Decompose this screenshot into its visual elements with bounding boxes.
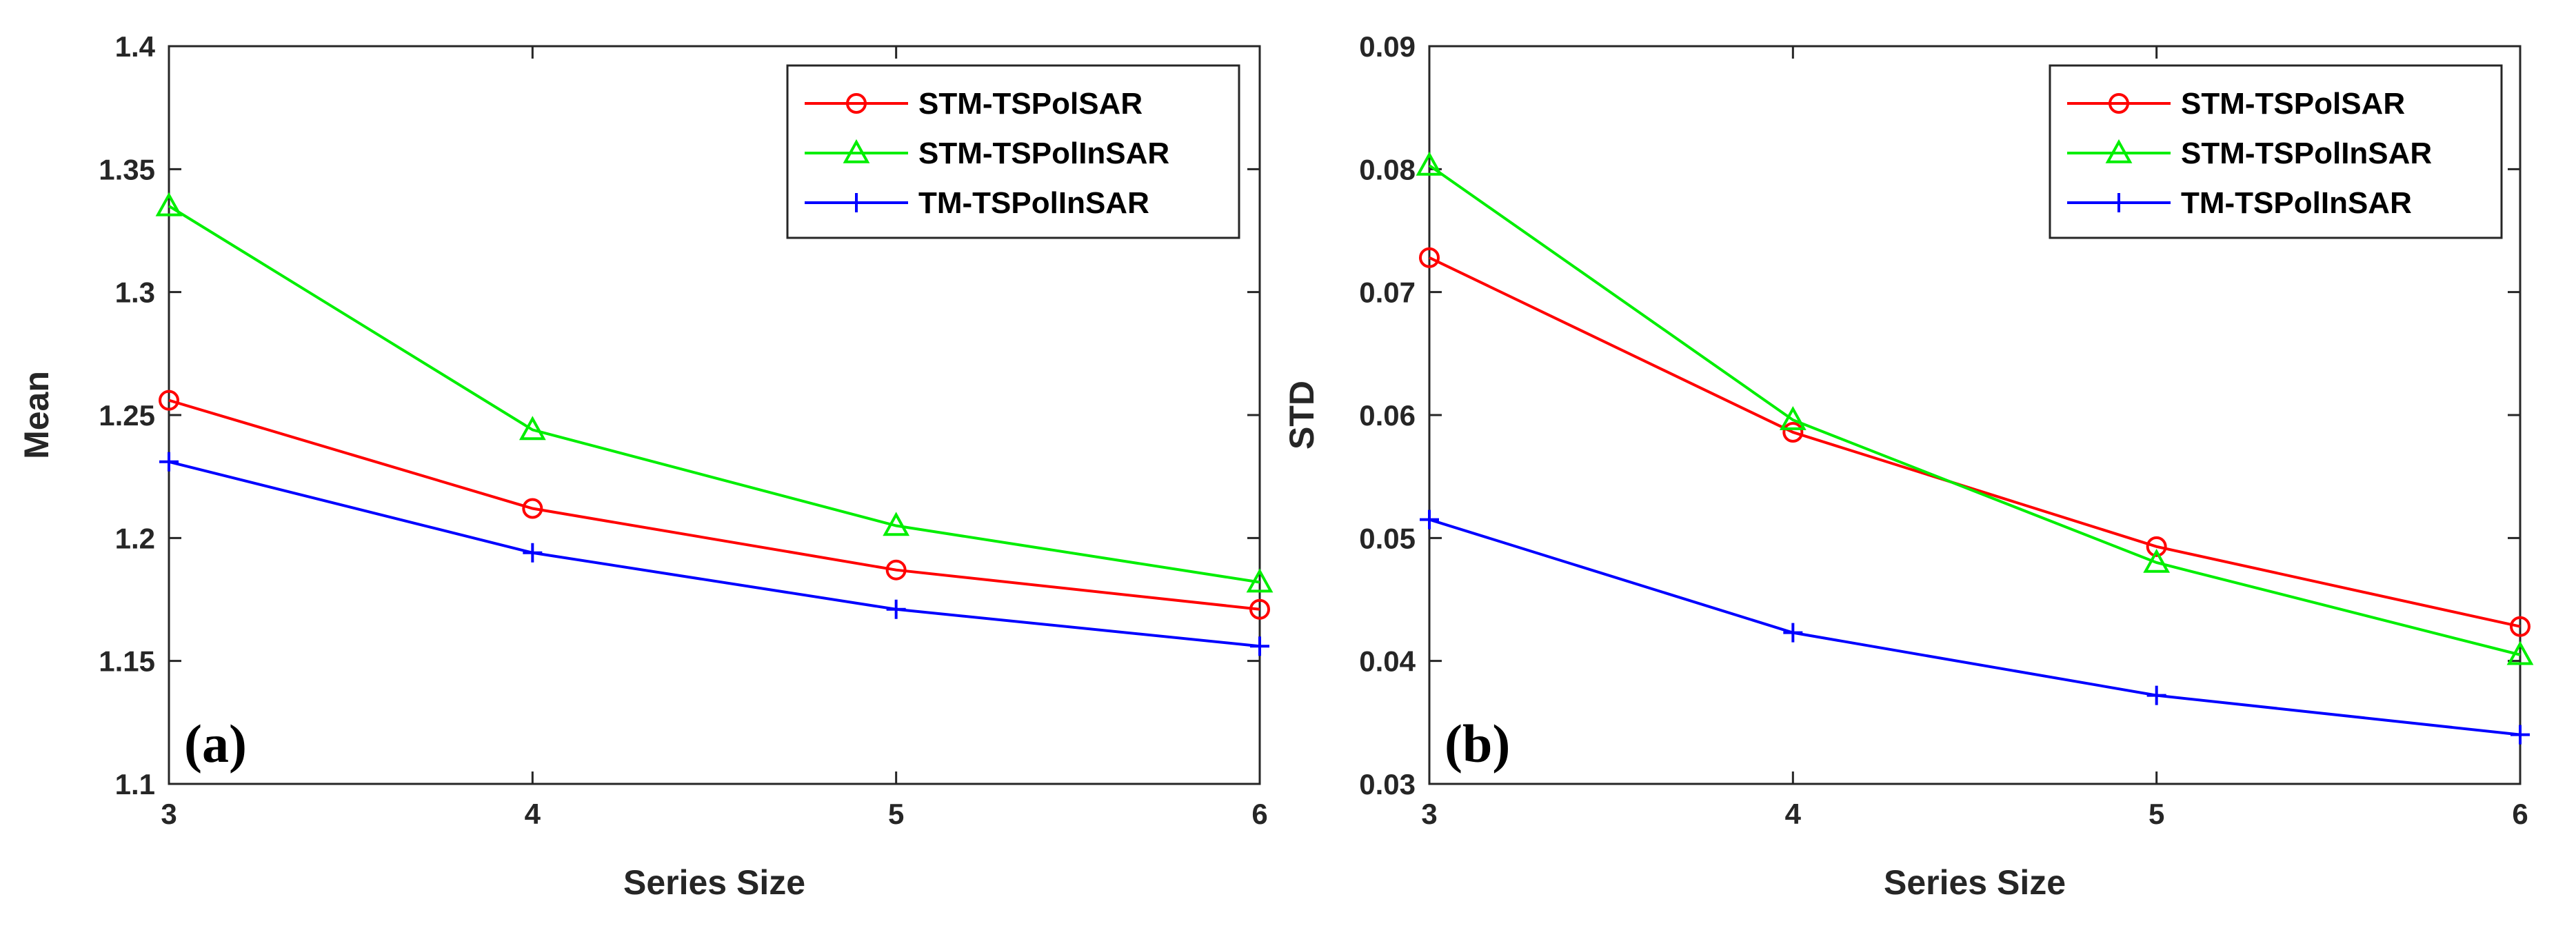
data-point [155, 192, 183, 216]
data-point [1779, 406, 1807, 430]
data-point [522, 498, 543, 519]
legend-label: STM-TSPolSAR [918, 87, 1143, 121]
legend-item: STM-TSPolInSAR [2067, 137, 2432, 170]
y-tick-label: 0.07 [1359, 276, 1416, 309]
legend-marker [847, 193, 866, 212]
y-tick-label: 0.09 [1359, 30, 1416, 63]
data-point [1782, 421, 1804, 443]
legend-label: TM-TSPolInSAR [918, 186, 1149, 220]
panel-label: (a) [184, 714, 247, 774]
legend-item: TM-TSPolInSAR [2067, 186, 2412, 220]
legend-item: STM-TSPolSAR [2067, 87, 2405, 121]
data-point [2510, 725, 2530, 745]
legend: STM-TSPolSAR STM-TSPolInSAR TM-TSPolInSAR [786, 64, 1240, 239]
x-tick-label: 4 [1785, 798, 1802, 830]
x-tick-label: 3 [1421, 798, 1437, 830]
data-point [1783, 623, 1803, 643]
data-point [2146, 536, 2167, 557]
y-tick-label: 1.25 [99, 399, 155, 432]
x-tick-label: 6 [2512, 798, 2528, 830]
data-point [886, 599, 906, 619]
data-point [1420, 510, 1439, 529]
legend-item: TM-TSPolInSAR [805, 186, 1149, 220]
y-tick-label: 0.04 [1359, 645, 1416, 678]
series-line [1429, 256, 2521, 628]
legend-label: STM-TSPolInSAR [918, 137, 1169, 170]
y-tick-label: 1.35 [99, 153, 155, 185]
data-point [1250, 636, 1269, 656]
series-line [168, 205, 1260, 584]
y-tick-label: 0.05 [1359, 522, 1416, 554]
data-point [519, 416, 546, 441]
x-axis-title: Series Size [623, 863, 805, 902]
data-point [159, 390, 179, 411]
chart-panel-b: 3 4 5 6 0.03 0.04 0.05 0.06 0.07 0.08 0.09 Series S… [1282, 30, 2534, 902]
data-point [1246, 568, 1274, 593]
legend-marker [2109, 93, 2129, 114]
series-stm-tspolinsar [1416, 151, 2534, 665]
x-tick-label: 4 [525, 798, 541, 830]
data-point [2143, 548, 2171, 573]
y-tick-label: 0.03 [1359, 768, 1416, 800]
data-point [159, 452, 179, 472]
y-tick-label: 0.08 [1359, 153, 1416, 185]
series-tm-tspolinsar [1420, 510, 2530, 745]
series-stm-tspolsar [1419, 247, 2530, 637]
data-point [1249, 598, 1270, 620]
legend-marker [843, 139, 870, 163]
series-line [168, 399, 1260, 611]
y-tick-label: 0.06 [1359, 399, 1416, 432]
legend-label: STM-TSPolInSAR [2181, 137, 2432, 170]
legend-label: TM-TSPolInSAR [2181, 186, 2412, 220]
panel-label: (b) [1445, 714, 1510, 774]
x-tick-label: 6 [1251, 798, 1267, 830]
data-point [885, 559, 907, 581]
series-line [1428, 164, 2521, 656]
data-point [2146, 685, 2166, 705]
legend-marker [846, 93, 867, 114]
x-tick-label: 5 [2149, 798, 2164, 830]
y-tick-label: 1.2 [115, 522, 155, 554]
data-point [523, 543, 543, 563]
legend-item: STM-TSPolInSAR [805, 137, 1169, 170]
chart-panel-a: 3 4 5 6 1.1 1.15 1.2 1.25 1.3 1.35 1.4 Series Size M… [17, 30, 1274, 902]
series-stm-tspolsar [159, 390, 1270, 620]
legend-item: STM-TSPolSAR [805, 87, 1143, 121]
y-tick-label: 1.1 [115, 768, 155, 800]
data-point [1419, 247, 1440, 268]
series-line [168, 460, 1260, 648]
legend: STM-TSPolSAR STM-TSPolInSAR TM-TSPolInSAR [2049, 64, 2503, 239]
legend-marker [2105, 139, 2133, 163]
y-axis-title: STD [1282, 381, 1321, 450]
y-tick-label: 1.3 [115, 276, 155, 309]
data-point [2506, 640, 2534, 665]
data-point [883, 512, 910, 536]
legend-marker [2109, 193, 2129, 212]
x-tick-label: 3 [161, 798, 177, 830]
x-axis-title: Series Size [1884, 863, 2066, 902]
series-line [1429, 518, 2521, 736]
legend-label: STM-TSPolSAR [2181, 87, 2405, 121]
data-point [2510, 616, 2530, 637]
series-stm-tspolinsar [155, 192, 1274, 593]
x-tick-label: 5 [888, 798, 904, 830]
data-point [1416, 151, 1443, 176]
y-axis-title: Mean [17, 371, 56, 459]
y-tick-label: 1.15 [99, 645, 155, 678]
y-tick-label: 1.4 [115, 30, 156, 63]
series-tm-tspolinsar [159, 452, 1269, 656]
